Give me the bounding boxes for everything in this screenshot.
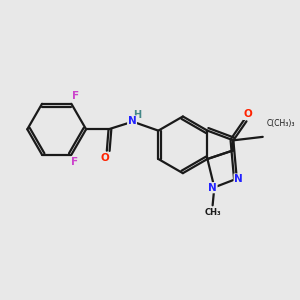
Text: C(CH₃)₃: C(CH₃)₃ xyxy=(267,119,296,128)
Text: N: N xyxy=(208,183,217,193)
Text: CH₃: CH₃ xyxy=(204,208,221,217)
Text: O: O xyxy=(243,110,252,119)
Text: N: N xyxy=(128,116,136,126)
Text: O: O xyxy=(101,153,110,163)
Text: H: H xyxy=(133,110,141,120)
Text: F: F xyxy=(71,157,78,167)
Text: N: N xyxy=(234,174,243,184)
Text: F: F xyxy=(72,91,79,101)
